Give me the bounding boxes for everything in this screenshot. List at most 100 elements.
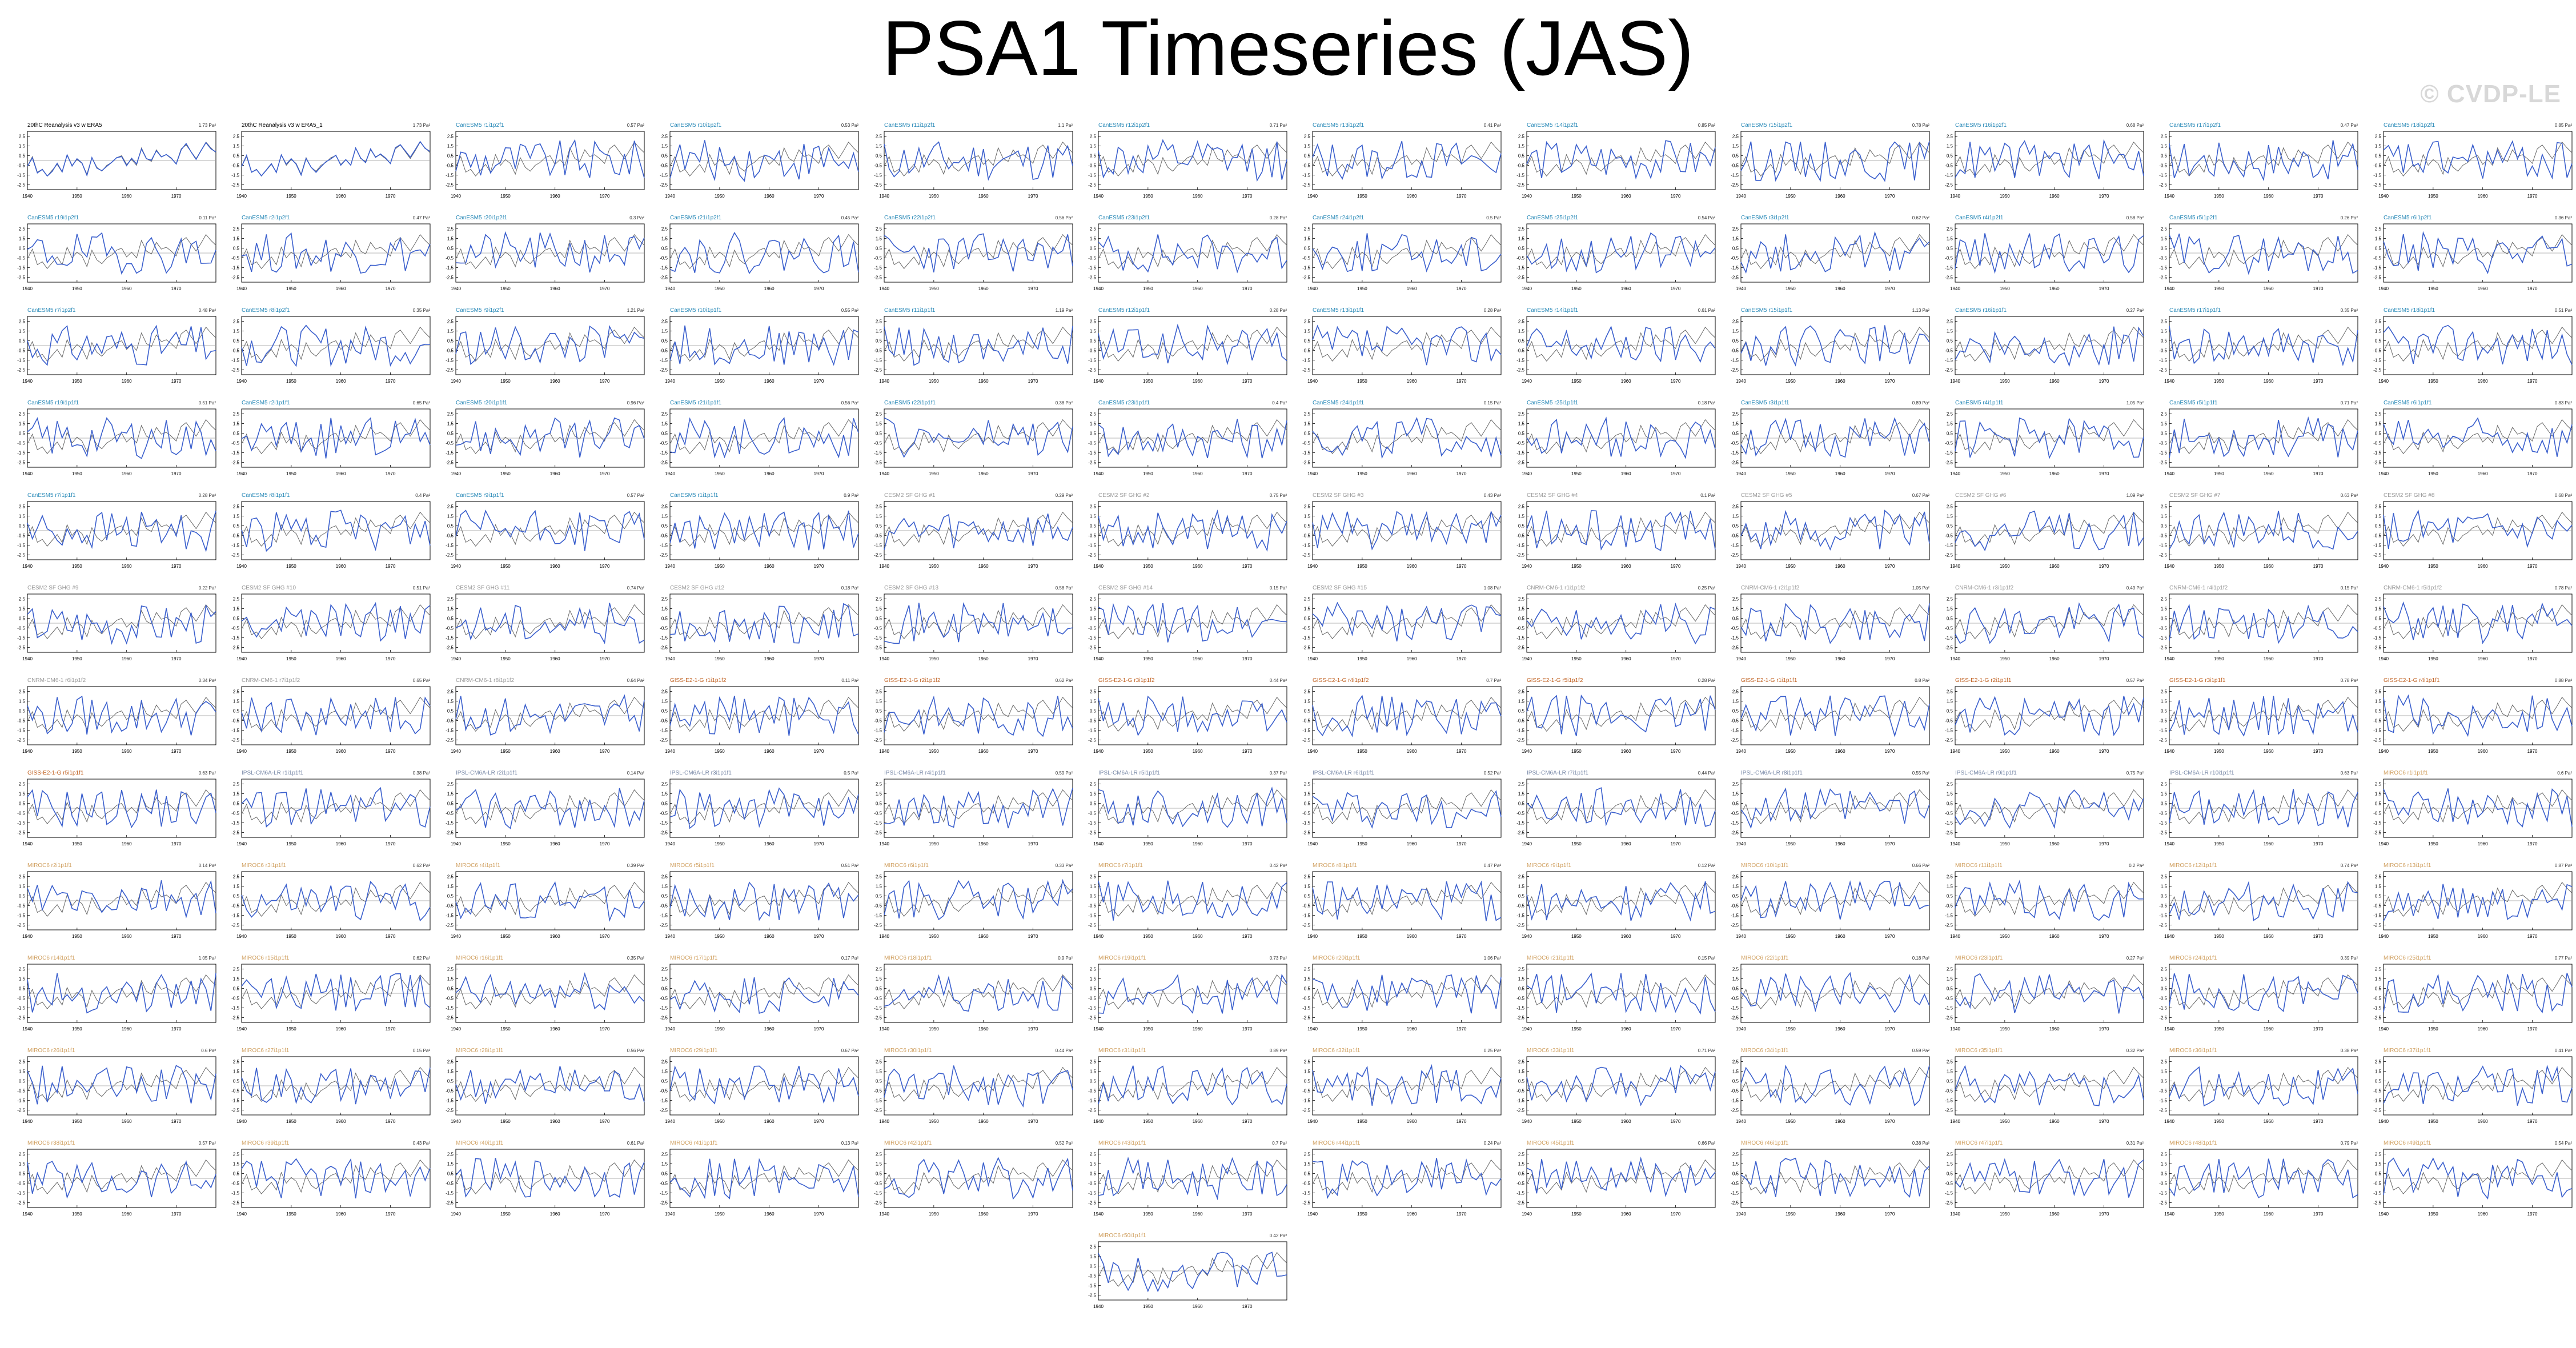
x-tick-label: 1950 (2428, 1026, 2438, 1032)
timeseries-panel: CanESM5 r9i1p1f1 0.57 Pa²-2.5-1.5-0.50.51… (446, 492, 645, 569)
x-tick-label: 1970 (171, 749, 182, 754)
y-tick-label: 2.5 (661, 134, 668, 139)
timeseries-panel: CESM2 SF GHG #8 0.68 Pa²-2.5-1.5-0.50.51.… (2373, 492, 2573, 569)
y-tick-label: -2.5 (17, 183, 25, 188)
y-tick-label: -0.5 (660, 719, 668, 724)
x-tick-label: 1960 (1621, 471, 1631, 476)
y-tick-label: 2.5 (876, 1060, 882, 1065)
y-tick-label: 2.5 (1090, 597, 1097, 602)
x-tick-label: 1950 (286, 1211, 296, 1217)
observed-series-line (455, 234, 645, 270)
y-tick-label: 0.5 (1090, 246, 1097, 251)
x-tick-label: 1960 (1621, 1119, 1631, 1124)
x-tick-label: 1960 (1407, 471, 1417, 476)
y-tick-label: 1.5 (661, 1069, 668, 1074)
x-tick-label: 1940 (1950, 286, 1960, 291)
x-tick-label: 1960 (1621, 194, 1631, 199)
y-tick-label: -2.5 (660, 1108, 668, 1113)
y-tick-label: 1.5 (1518, 236, 1525, 242)
panel-stat: 0.51 Pa² (841, 863, 859, 868)
x-tick-label: 1940 (1522, 564, 1532, 569)
model-series-line (884, 326, 1073, 366)
panel-title: CanESM5 r20i1p2f1 (456, 215, 507, 221)
y-tick-label: -0.5 (17, 256, 25, 261)
x-tick-label: 1960 (1193, 1026, 1203, 1032)
model-series-line (1312, 790, 1502, 829)
x-tick-label: 1970 (1028, 286, 1038, 291)
y-tick-label: 0.5 (1518, 801, 1525, 807)
y-tick-label: -0.5 (2159, 904, 2167, 909)
y-tick-label: -1.5 (17, 636, 25, 641)
timeseries-panel: IPSL-CM6A-LR r4i1p1f1 0.59 Pa²-2.5-1.5-0.… (874, 770, 1073, 846)
timeseries-panel: CanESM5 r15i1p1f1 1.13 Pa²-2.5-1.5-0.50.5… (1731, 307, 1930, 384)
y-tick-label: -1.5 (446, 173, 454, 178)
x-tick-label: 1940 (22, 841, 33, 846)
x-tick-label: 1960 (2478, 1211, 2488, 1217)
y-tick-label: 2.5 (1732, 874, 1739, 880)
y-tick-label: -0.5 (874, 256, 882, 261)
y-tick-label: 1.5 (661, 1162, 668, 1167)
model-series-line (1098, 787, 1287, 828)
y-tick-label: -1.5 (1302, 728, 1310, 733)
panel-stat: 0.57 Pa² (627, 123, 645, 128)
y-tick-label: 2.5 (1947, 782, 1953, 787)
panel-title: MIROC6 r29i1p1f1 (670, 1048, 718, 1054)
x-tick-label: 1970 (1671, 934, 1681, 939)
model-series-line (1312, 695, 1502, 737)
x-tick-label: 1950 (2428, 1119, 2438, 1124)
timeseries-panel: CanESM5 r3i1p1f1 0.89 Pa²-2.5-1.5-0.50.51… (1731, 400, 1930, 476)
timeseries-panel: MIROC6 r49i1p1f1 0.54 Pa²-2.5-1.5-0.50.51… (2373, 1140, 2573, 1217)
y-tick-label: 0.5 (876, 431, 882, 436)
y-tick-label: -2.5 (1731, 831, 1739, 836)
y-tick-label: 2.5 (2375, 967, 2382, 972)
x-tick-label: 1950 (1143, 1026, 1153, 1032)
timeseries-panel: CESM2 SF GHG #11 0.74 Pa²-2.5-1.5-0.50.51… (446, 585, 645, 661)
panel-stat: 0.8 Pa² (1915, 678, 1929, 683)
panel-title: CanESM5 r8i1p1f1 (242, 492, 290, 499)
y-tick-label: 0.5 (2375, 1079, 2382, 1084)
observed-series-line (1740, 1066, 1930, 1102)
timeseries-panel: CanESM5 r17i1p1f1 0.35 Pa²-2.5-1.5-0.50.5… (2159, 307, 2358, 384)
x-tick-label: 1940 (665, 286, 675, 291)
x-tick-label: 1950 (286, 471, 296, 476)
y-tick-label: 1.5 (1304, 607, 1311, 612)
y-tick-label: 2.5 (19, 967, 26, 972)
y-tick-label: 2.5 (19, 689, 26, 695)
y-tick-label: -2.5 (1516, 645, 1524, 651)
x-tick-label: 1940 (22, 656, 33, 661)
y-tick-label: 0.5 (2161, 616, 2168, 621)
panel-stat: 0.26 Pa² (2341, 215, 2358, 220)
y-tick-label: 2.5 (1518, 1152, 1525, 1157)
y-tick-label: 1.5 (447, 1069, 454, 1074)
x-tick-label: 1950 (286, 379, 296, 384)
x-tick-label: 1970 (600, 286, 610, 291)
y-tick-label: -2.5 (1088, 553, 1096, 558)
panel-stat: 0.15 Pa² (1484, 400, 1502, 406)
y-tick-label: -0.5 (1516, 811, 1524, 816)
panel-stat: 0.7 Pa² (1272, 1141, 1287, 1146)
y-tick-label: 0.5 (447, 986, 454, 992)
x-tick-label: 1960 (764, 656, 775, 661)
y-tick-label: 1.5 (2375, 884, 2382, 889)
x-tick-label: 1950 (1357, 379, 1367, 384)
x-tick-label: 1970 (171, 379, 182, 384)
panel-title: MIROC6 r27i1p1f1 (242, 1048, 290, 1054)
x-tick-label: 1970 (600, 194, 610, 199)
model-series-line (1526, 603, 1716, 645)
panel-title: MIROC6 r50i1p1f1 (1098, 1233, 1146, 1239)
y-tick-label: -0.5 (2373, 441, 2381, 446)
x-tick-label: 1960 (550, 471, 560, 476)
x-tick-label: 1950 (1785, 379, 1796, 384)
x-tick-label: 1970 (1885, 656, 1895, 661)
timeseries-panel: GISS-E2-1-G r5i1p1f1 0.63 Pa²-2.5-1.5-0.5… (17, 770, 216, 846)
x-tick-label: 1950 (2000, 1211, 2010, 1217)
observed-series-line (669, 511, 859, 547)
x-tick-label: 1960 (1835, 1211, 1845, 1217)
panel-title: CanESM5 r1i1p1f1 (670, 492, 719, 499)
timeseries-panel: CNRM-CM6-1 r2i1p1f2 1.05 Pa²-2.5-1.5-0.50… (1731, 585, 1930, 661)
timeseries-panel: MIROC6 r29i1p1f1 0.67 Pa²-2.5-1.5-0.50.51… (660, 1048, 859, 1124)
observed-series-line (1955, 1066, 2144, 1102)
timeseries-panel: CanESM5 r15i1p2f1 0.78 Pa²-2.5-1.5-0.50.5… (1731, 122, 1930, 199)
panel-stat: 0.58 Pa² (1056, 585, 1073, 591)
y-tick-label: 1.5 (19, 1162, 26, 1167)
